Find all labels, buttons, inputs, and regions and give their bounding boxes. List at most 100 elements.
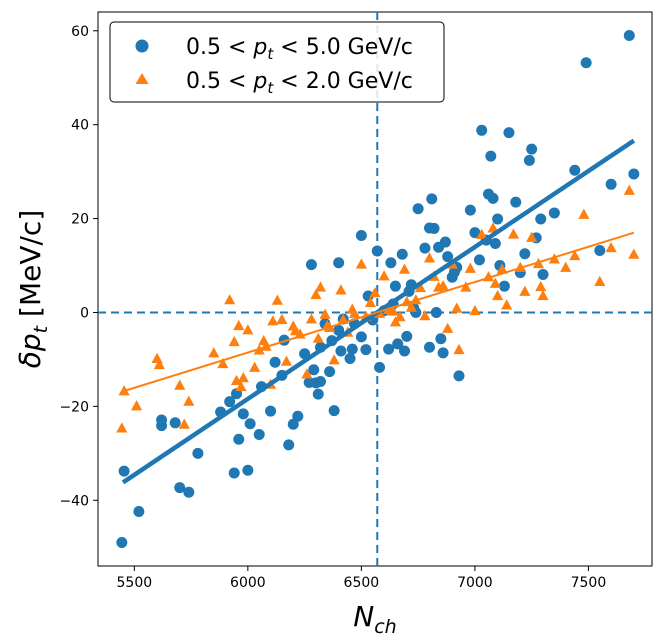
data-point-triangle — [217, 357, 229, 369]
x-tick-label: 7000 — [457, 575, 493, 591]
data-point-circle — [526, 143, 538, 155]
data-point-triangle — [174, 379, 186, 390]
data-point-triangle — [237, 372, 249, 383]
data-point-triangle — [276, 313, 288, 325]
series-circles — [116, 29, 640, 549]
data-point-circle — [510, 196, 522, 208]
data-point-triangle — [153, 358, 165, 370]
data-point-triangle — [271, 294, 283, 305]
data-point-circle — [489, 237, 501, 249]
data-point-circle — [435, 333, 447, 345]
data-point-circle — [183, 486, 195, 498]
data-point-triangle — [464, 262, 476, 273]
data-point-triangle — [623, 184, 635, 195]
data-point-triangle — [305, 313, 318, 324]
data-point-circle — [605, 178, 617, 190]
data-point-circle — [437, 347, 449, 359]
data-point-circle — [430, 306, 442, 318]
data-point-triangle — [442, 322, 454, 333]
data-point-circle — [355, 331, 367, 343]
y-tick-label: −20 — [59, 399, 89, 415]
data-point-triangle — [476, 228, 488, 240]
data-point-triangle — [151, 352, 163, 363]
data-point-triangle — [230, 374, 243, 386]
data-point-triangle — [242, 324, 254, 335]
data-point-triangle — [594, 275, 606, 286]
y-tick-label: 0 — [80, 305, 89, 321]
data-point-triangle — [560, 261, 572, 272]
data-point-circle — [116, 537, 128, 549]
data-point-circle — [442, 251, 454, 263]
data-point-triangle — [605, 241, 617, 253]
data-point-circle — [628, 168, 640, 180]
data-point-circle — [315, 375, 327, 387]
data-point-circle — [305, 259, 317, 271]
x-tick-label: 7500 — [571, 575, 607, 591]
data-point-circle — [324, 366, 336, 378]
data-point-circle — [224, 396, 236, 408]
data-point-circle — [287, 418, 299, 430]
data-point-triangle — [364, 296, 377, 308]
data-point-circle — [523, 154, 535, 166]
legend-triangle-marker — [135, 73, 149, 84]
data-point-triangle — [228, 335, 240, 347]
data-point-triangle — [355, 258, 367, 269]
data-point-circle — [487, 192, 499, 204]
data-point-circle — [237, 408, 249, 420]
data-point-circle — [453, 370, 465, 382]
data-point-circle — [485, 150, 497, 162]
data-point-circle — [192, 447, 204, 459]
data-point-circle — [169, 417, 181, 429]
data-point-circle — [344, 352, 356, 364]
data-point-triangle — [267, 315, 279, 326]
data-point-triangle — [496, 263, 508, 274]
data-point-triangle — [224, 294, 236, 305]
data-point-triangle — [394, 310, 406, 322]
data-point-circle — [333, 324, 345, 336]
data-point-circle — [469, 227, 481, 239]
data-point-circle — [233, 433, 245, 445]
data-point-circle — [385, 257, 397, 269]
data-point-circle — [283, 439, 295, 451]
data-point-triangle — [519, 285, 531, 296]
data-point-triangle — [249, 361, 261, 372]
data-point-circle — [333, 257, 345, 269]
data-point-circle — [360, 344, 372, 356]
data-point-circle — [419, 242, 431, 254]
x-tick-label: 6000 — [230, 575, 266, 591]
y-tick-label: 20 — [71, 212, 89, 228]
data-point-triangle — [369, 287, 381, 298]
data-point-circle — [519, 248, 531, 260]
data-point-triangle — [501, 299, 513, 310]
data-point-triangle — [183, 395, 195, 406]
data-point-triangle — [389, 316, 402, 327]
series-triangles — [116, 184, 640, 433]
data-point-triangle — [335, 284, 347, 295]
data-point-circle — [244, 418, 256, 430]
data-point-triangle — [314, 281, 327, 292]
data-point-triangle — [280, 355, 293, 366]
fit-line-1 — [122, 231, 635, 393]
data-point-circle — [476, 124, 488, 136]
data-point-circle — [383, 343, 395, 355]
data-point-circle — [535, 213, 547, 225]
x-tick-label: 6500 — [344, 575, 380, 591]
data-point-circle — [423, 341, 435, 353]
data-point-circle — [498, 280, 510, 292]
data-point-circle — [426, 193, 438, 205]
data-point-circle — [328, 405, 340, 417]
data-point-circle — [392, 338, 404, 350]
data-point-circle — [253, 429, 265, 441]
data-point-circle — [265, 405, 277, 417]
x-axis-title: Nch — [353, 600, 396, 638]
x-axis: 5500 6000 6500 7000 7500 — [117, 566, 607, 591]
data-point-triangle — [437, 279, 449, 291]
data-point-triangle — [387, 305, 399, 316]
data-point-triangle — [398, 263, 411, 274]
data-point-triangle — [348, 307, 361, 318]
data-point-triangle — [451, 302, 463, 313]
data-point-circle — [569, 164, 581, 176]
data-point-circle — [594, 245, 606, 257]
data-point-circle — [269, 356, 281, 368]
